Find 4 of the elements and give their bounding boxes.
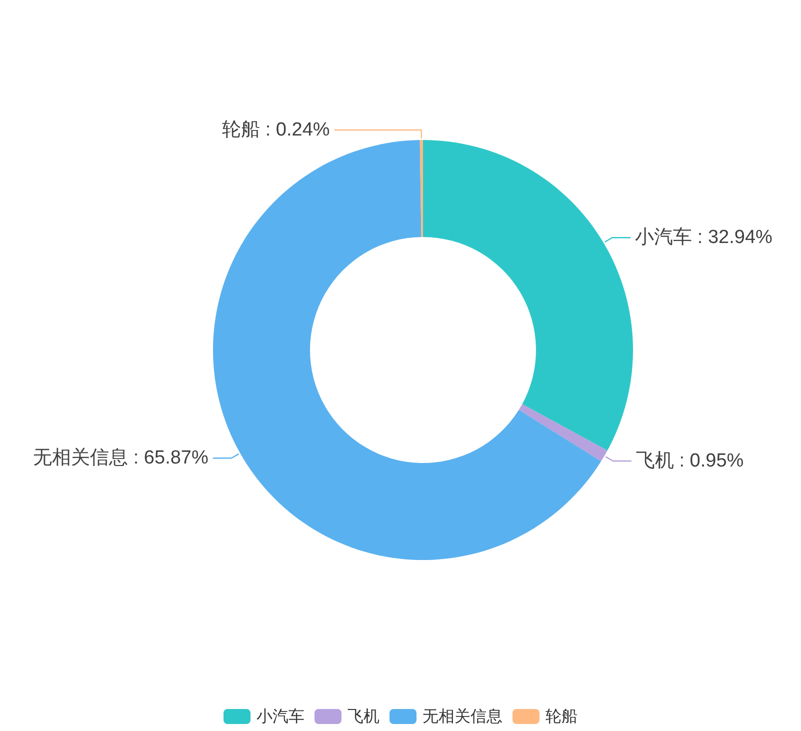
legend-label: 飞机 <box>348 708 380 726</box>
legend-label: 小汽车 <box>256 708 304 726</box>
legend-label: 轮船 <box>546 708 578 726</box>
legend-label: 无相关信息 <box>422 708 502 726</box>
